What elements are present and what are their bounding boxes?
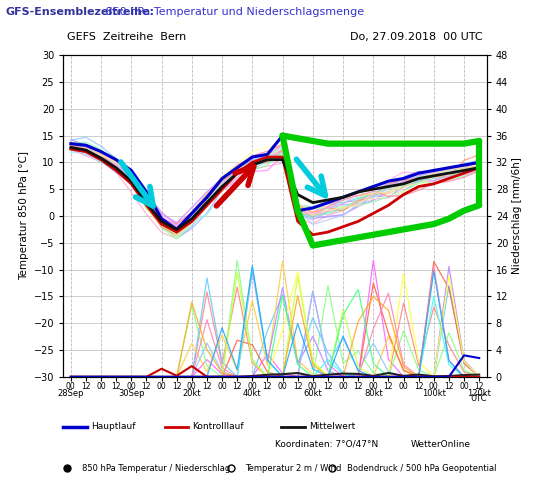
Text: UTC: UTC xyxy=(470,395,487,404)
Text: 28Sep: 28Sep xyxy=(58,389,84,398)
Text: Mittelwert: Mittelwert xyxy=(309,422,355,431)
Text: 850 hPa Temperatur / Niederschlag: 850 hPa Temperatur / Niederschlag xyxy=(82,464,230,473)
Text: 100kt: 100kt xyxy=(422,389,446,398)
Text: 850 hPa Temperatur und Niederschlagsmenge: 850 hPa Temperatur und Niederschlagsmeng… xyxy=(102,7,364,17)
Text: GEFS  Zeitreihe  Bern: GEFS Zeitreihe Bern xyxy=(68,32,187,42)
Text: 30Sep: 30Sep xyxy=(118,389,145,398)
Text: 20kt: 20kt xyxy=(183,389,201,398)
Text: Do, 27.09.2018  00 UTC: Do, 27.09.2018 00 UTC xyxy=(350,32,482,42)
Y-axis label: Niederschlag [mm/6h]: Niederschlag [mm/6h] xyxy=(512,157,522,275)
Text: GFS-Ensemblezeitreihe:: GFS-Ensemblezeitreihe: xyxy=(6,7,155,17)
Y-axis label: Temperatur 850 hPa [°C]: Temperatur 850 hPa [°C] xyxy=(19,152,30,280)
Text: 80kt: 80kt xyxy=(364,389,383,398)
Text: Hauptlauf: Hauptlauf xyxy=(91,422,135,431)
Text: 120kt: 120kt xyxy=(468,389,491,398)
Text: Kontrolllauf: Kontrolllauf xyxy=(192,422,244,431)
Text: Koordinaten: 7°O/47°N: Koordinaten: 7°O/47°N xyxy=(275,440,378,449)
Text: Bodendruck / 500 hPa Geopotential: Bodendruck / 500 hPa Geopotential xyxy=(347,464,497,473)
Text: Temperatur 2 m / Wind: Temperatur 2 m / Wind xyxy=(245,464,342,473)
Text: WetterOnline: WetterOnline xyxy=(410,440,470,449)
Text: 60kt: 60kt xyxy=(304,389,322,398)
Text: 40kt: 40kt xyxy=(243,389,262,398)
